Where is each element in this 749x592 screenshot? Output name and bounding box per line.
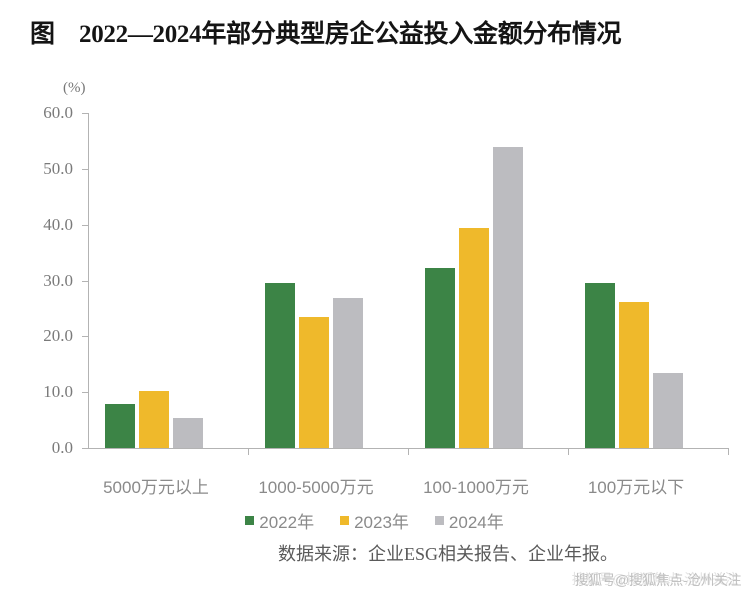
figure-number-label: 图 [30, 21, 56, 48]
bar [333, 298, 363, 448]
x-axis-tick [248, 448, 249, 455]
legend-item[interactable]: 2024年 [434, 508, 504, 533]
watermark: 搜狐号@搜狐焦点-沧州关注 [574, 572, 742, 588]
y-axis-tick-label: 10.0 [43, 382, 73, 402]
legend-label: 2022年 [259, 513, 315, 532]
y-axis-tick: 50.0 [43, 159, 88, 178]
y-axis-tick-label: 40.0 [43, 214, 73, 234]
legend-item[interactable]: 2023年 [340, 508, 409, 533]
legend-label: 2024年 [448, 513, 504, 532]
y-axis-tick-label: 0.0 [51, 438, 73, 457]
bar [585, 283, 615, 448]
legend-swatch-icon [340, 516, 350, 525]
legend-item[interactable]: 2022年 [245, 508, 314, 533]
bar [653, 373, 683, 448]
y-axis-tick: 40.0 [43, 215, 88, 234]
bar [619, 302, 649, 448]
y-axis-tick-label: 30.0 [43, 270, 73, 290]
bar [173, 418, 203, 448]
bar [139, 391, 169, 448]
y-axis-tick: 10.0 [43, 382, 88, 401]
bar [105, 404, 135, 448]
y-axis-tick: 0.0 [52, 438, 88, 457]
y-axis-unit-label: (%) [63, 80, 86, 96]
bar [265, 283, 295, 448]
bar [299, 317, 329, 448]
chart-legend: 2022年 2023年 2024年 [0, 508, 749, 533]
x-axis-tick [568, 448, 569, 455]
y-axis-line [88, 113, 89, 448]
bar [459, 228, 489, 448]
x-axis-tick [728, 448, 729, 455]
source-note: 数据来源：企业ESG相关报告、企业年报。 [278, 544, 619, 564]
bar [493, 146, 523, 448]
x-axis-category-label: 100万元以下 [587, 478, 685, 497]
x-axis-category-label: 1000-5000万元 [258, 478, 374, 497]
y-axis-tick-label: 60.0 [43, 103, 73, 122]
bar [425, 268, 455, 448]
y-axis-tick-label: 20.0 [43, 326, 73, 346]
legend-swatch-icon [245, 516, 255, 525]
y-axis-tick: 60.0 [43, 103, 88, 122]
legend-swatch-icon [434, 516, 444, 525]
x-axis-category-label: 100-1000万元 [423, 478, 529, 497]
figure-title: 图 2022—2024年部分典型房企公益投入金额分布情况 [30, 14, 622, 50]
x-axis-category-label: 5000万元以上 [103, 478, 209, 497]
y-axis-tick-label: 50.0 [43, 158, 73, 178]
plot-area: 0.0 10.0 20.0 30.0 40.0 50.0 60.0 5000万元以上 1000… [43, 103, 729, 497]
y-axis-tick: 30.0 [43, 271, 88, 290]
y-axis-tick: 20.0 [43, 326, 88, 345]
legend-label: 2023年 [354, 513, 409, 532]
x-axis-tick [408, 448, 409, 455]
page-title: 2022—2024年部分典型房企公益投入金额分布情况 [79, 21, 622, 48]
watermark-shadow: 搜狐号@搜狐焦点-沧州关注 [571, 571, 739, 587]
